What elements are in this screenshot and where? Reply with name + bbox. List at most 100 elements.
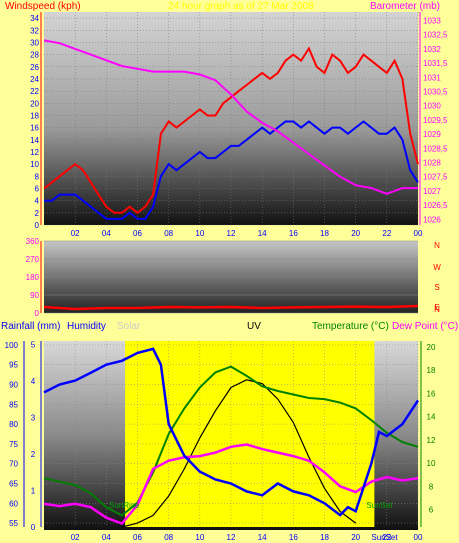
x-tick-label: 06 xyxy=(133,533,142,542)
solar-label: Solar xyxy=(117,321,141,332)
rain-tick-label: 4 xyxy=(31,377,36,386)
humidity-tick-label: 65 xyxy=(9,479,18,488)
sunset-label: SunSet xyxy=(366,501,393,510)
x-tick-label: 00 xyxy=(414,229,423,238)
y-right-tick-label: 1032 xyxy=(423,45,441,54)
y-left-tick-label: 16 xyxy=(30,124,39,133)
direction-letter: N xyxy=(434,305,440,314)
x-tick-label: 08 xyxy=(164,229,173,238)
humidity-tick-label: 90 xyxy=(9,381,18,390)
dewpoint-line xyxy=(43,443,419,525)
rainfall-label: Rainfall (mm) xyxy=(1,321,61,332)
rain-tick-label: 3 xyxy=(31,414,36,423)
direction-tick-label: 90 xyxy=(30,291,39,300)
temperature-tick-label: 20 xyxy=(427,343,436,352)
rain-tick-label: 1 xyxy=(31,487,36,496)
y-right-tick-label: 1030,5 xyxy=(423,88,448,97)
temperature-tick-label: 10 xyxy=(427,459,436,468)
direction-letter: E xyxy=(434,303,439,312)
y-left-tick-label: 6 xyxy=(35,184,40,193)
humidity-tick-label: 100 xyxy=(5,341,19,350)
x-tick-label: 18 xyxy=(320,533,329,542)
direction-letter: W xyxy=(433,263,441,272)
x-tick-label: 04 xyxy=(102,533,111,542)
y-left-tick-label: 2 xyxy=(35,209,40,218)
x-tick-label: 10 xyxy=(195,533,204,542)
x-tick-label: 22 xyxy=(382,229,391,238)
temperature-line xyxy=(43,365,419,517)
uv-line xyxy=(121,379,357,528)
direction-tick-label: 0 xyxy=(35,309,40,318)
y-right-tick-label: 1030 xyxy=(423,102,441,111)
x-tick-label: 14 xyxy=(258,229,267,238)
x-tick-label: 16 xyxy=(289,533,298,542)
y-left-tick-label: 0 xyxy=(35,221,40,230)
humidity-label: Humidity xyxy=(67,321,106,332)
direction-tick-label: 270 xyxy=(26,255,40,264)
y-left-tick-label: 18 xyxy=(30,111,39,120)
temperature-tick-label: 12 xyxy=(427,436,436,445)
wind-gust-line xyxy=(43,46,419,215)
x-tick-label: 08 xyxy=(164,533,173,542)
uv-label: UV xyxy=(247,321,261,332)
solar-band xyxy=(125,341,375,527)
y-right-tick-label: 1028 xyxy=(423,159,441,168)
humidity-tick-label: 55 xyxy=(9,519,18,528)
y-right-tick-label: 1027,5 xyxy=(423,173,448,182)
y-left-tick-label: 12 xyxy=(30,148,39,157)
dewpoint-label: Dew Point (°C) xyxy=(392,321,459,332)
sunrise-label: SunRise xyxy=(109,501,140,510)
y-right-tick-label: 1033 xyxy=(423,17,441,26)
x-tick-label: 02 xyxy=(71,533,80,542)
y-right-tick-label: 1032,5 xyxy=(423,31,448,40)
wind-average-line xyxy=(44,120,419,220)
x-tick-label: 06 xyxy=(133,229,142,238)
y-right-tick-label: 1026,5 xyxy=(423,201,448,210)
x-tick-label: 10 xyxy=(195,229,204,238)
y-left-tick-label: 34 xyxy=(30,14,39,23)
rain-tick-label: 5 xyxy=(31,341,36,350)
temperature-tick-label: 18 xyxy=(427,366,436,375)
top-plot-area xyxy=(44,12,418,225)
y-left-tick-label: 32 xyxy=(30,26,39,35)
y-right-tick-label: 1027 xyxy=(423,187,441,196)
x-tick-label: 02 xyxy=(71,229,80,238)
humidity-tick-label: 60 xyxy=(9,499,18,508)
y-right-tick-label: 1031,5 xyxy=(423,59,448,68)
y-left-tick-label: 20 xyxy=(30,99,39,108)
humidity-tick-label: 75 xyxy=(9,440,18,449)
x-tick-label: 22 xyxy=(382,533,391,542)
y-left-tick-label: 28 xyxy=(30,51,39,60)
x-tick-label: 00 xyxy=(414,533,423,542)
x-tick-label: 20 xyxy=(351,229,360,238)
humidity-tick-label: 80 xyxy=(9,420,18,429)
y-right-tick-label: 1028,5 xyxy=(423,144,448,153)
x-tick-label: 18 xyxy=(320,229,329,238)
rain-tick-label: 2 xyxy=(31,450,36,459)
humidity-tick-label: 85 xyxy=(9,400,18,409)
direction-tick-label: 360 xyxy=(26,237,40,246)
y-right-tick-label: 1031 xyxy=(423,73,441,82)
y-left-tick-label: 26 xyxy=(30,63,39,72)
x-tick-label: 12 xyxy=(227,229,236,238)
temperature-tick-label: 6 xyxy=(429,506,434,515)
y-left-tick-label: 4 xyxy=(35,197,40,206)
x-tick-label: 04 xyxy=(102,229,111,238)
y-left-tick-label: 8 xyxy=(35,172,40,181)
y-left-tick-label: 14 xyxy=(30,136,39,145)
x-tick-label: 16 xyxy=(289,229,298,238)
x-tick-label: 20 xyxy=(351,533,360,542)
top-right-axis-title: Barometer (mb) xyxy=(370,1,441,12)
barometer-line xyxy=(43,39,418,195)
y-right-tick-label: 1029 xyxy=(423,130,441,139)
wind-direction-line xyxy=(43,304,419,311)
humidity-line xyxy=(43,347,420,517)
humidity-tick-label: 95 xyxy=(9,361,18,370)
x-tick-label: 14 xyxy=(258,533,267,542)
y-right-tick-label: 1029,5 xyxy=(423,116,448,125)
direction-letter: N xyxy=(434,241,440,250)
rain-tick-label: 0 xyxy=(31,523,36,532)
direction-letter: S xyxy=(434,283,439,292)
top-left-axis-title: Windspeed (kph) xyxy=(5,1,81,12)
